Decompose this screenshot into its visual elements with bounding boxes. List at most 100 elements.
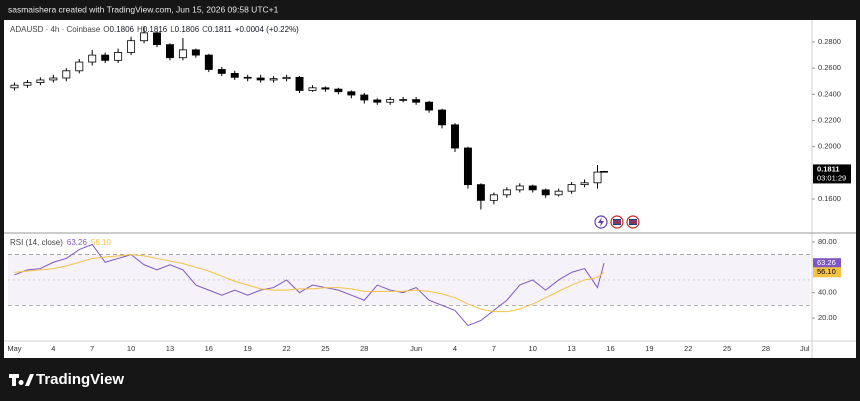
x-tick-label: 19 [645, 344, 653, 353]
candle-body [243, 76, 252, 79]
ohlc-letter: C [202, 25, 208, 34]
last-price: 0.1811 [817, 164, 840, 173]
candle-body [476, 184, 485, 201]
x-tick-label: 10 [529, 344, 537, 353]
candle-body [451, 124, 459, 149]
candle-body [489, 194, 498, 201]
candle-body [217, 69, 226, 74]
rsi-line [14, 243, 605, 327]
candle-body [334, 88, 343, 93]
candle-body [438, 109, 447, 126]
value-tag-label: 63.26 [817, 258, 836, 267]
x-tick-label: 16 [606, 344, 614, 353]
candle-body [269, 78, 278, 81]
candle-body [191, 49, 200, 56]
candle-body [463, 147, 472, 186]
x-tick-label: 25 [321, 344, 329, 353]
candle-body [127, 40, 136, 53]
rsi-line [14, 254, 605, 313]
candle-body [256, 77, 265, 81]
candle-body [308, 87, 317, 91]
event-icons [594, 215, 640, 229]
ohlc-value: 0.1816 [143, 25, 168, 34]
countdown: 03:01:29 [817, 173, 846, 182]
x-tick-label: 19 [244, 344, 252, 353]
indicator-title: RSI (14, close) [10, 238, 63, 247]
y-tick-label: 20.00 [818, 313, 837, 322]
logo: TradingView [9, 371, 124, 388]
x-tick-label: Jun [410, 344, 422, 353]
legend: ADAUSD · 4h · Coinbase O0.1806 H0.1816 L0.1… [10, 25, 299, 34]
x-tick-label: 28 [360, 344, 368, 353]
attribution: sasmaishera created with TradingView.com… [8, 4, 279, 14]
candle-body [600, 171, 608, 173]
x-tick-label: 28 [762, 344, 770, 353]
x-tick-label: May [7, 344, 21, 353]
value-tag-label: 56.10 [817, 267, 836, 276]
candle-body [140, 32, 149, 42]
ohlc-letter: O [103, 25, 109, 34]
value-tag [813, 267, 841, 278]
y-tick-label: 0.1600 [818, 194, 841, 203]
candle-body [554, 190, 563, 196]
x-tick-label: 16 [205, 344, 213, 353]
candle-body [360, 94, 369, 101]
x-tick-label: 22 [282, 344, 290, 353]
candle-body [10, 84, 19, 89]
change: +0.0004 (+0.22%) [235, 25, 299, 34]
candle-body [425, 101, 434, 111]
symbol-title: ADAUSD · 4h · Coinbase [10, 25, 101, 34]
x-tick-label: 22 [684, 344, 692, 353]
x-tick-label: 13 [567, 344, 575, 353]
candle-body [528, 185, 537, 191]
x-tick-label: 7 [492, 344, 496, 353]
candle-body [282, 76, 291, 80]
candle-body [153, 32, 161, 46]
y-tick-label: 0.2600 [818, 63, 841, 72]
x-tick-label: 7 [90, 344, 94, 353]
candle-body [412, 99, 421, 103]
legend-value: 56.10 [91, 238, 112, 247]
candle-body [36, 79, 45, 83]
x-tick-label: 4 [453, 344, 457, 353]
candle-body [204, 54, 213, 70]
y-tick-label: 40.00 [818, 288, 837, 297]
candle-body [295, 76, 304, 91]
candle-body [502, 189, 511, 196]
candle-body [101, 54, 110, 61]
candle-body [75, 61, 84, 72]
candle-body [567, 184, 576, 192]
ohlc-letter: L [170, 25, 175, 34]
y-tick-label: 0.2400 [818, 89, 841, 98]
chart-area [4, 20, 856, 358]
candle-body [49, 77, 58, 81]
x-tick-label: Jul [800, 344, 810, 353]
logo-text: TradingView [36, 371, 124, 388]
candle-body [165, 44, 174, 59]
x-tick-label: 13 [166, 344, 174, 353]
candle-body [62, 70, 71, 79]
candle-body [541, 189, 550, 196]
y-tick-label: 0.2000 [818, 142, 841, 151]
candle-body [580, 182, 589, 186]
last-price-tag [813, 164, 851, 184]
candle-body [23, 82, 32, 86]
x-tick-label: 4 [51, 344, 55, 353]
x-tick-label: 10 [127, 344, 135, 353]
candle-body [386, 99, 395, 103]
candle-body [178, 49, 187, 59]
candle-body [114, 52, 123, 61]
ohlc-value: 0.1811 [208, 25, 232, 34]
candle-body [373, 99, 382, 103]
candle-body [230, 73, 239, 78]
ohlc-value: 0.1806 [175, 25, 200, 34]
x-tick-label: 25 [723, 344, 731, 353]
candle-body [593, 171, 602, 184]
legend: RSI (14, close) 63.26 56.10 [10, 238, 112, 247]
value-tag [813, 258, 841, 269]
candle-body [399, 99, 408, 101]
legend-value: 63.26 [67, 238, 88, 247]
ohlc-value: 0.1806 [110, 25, 135, 34]
